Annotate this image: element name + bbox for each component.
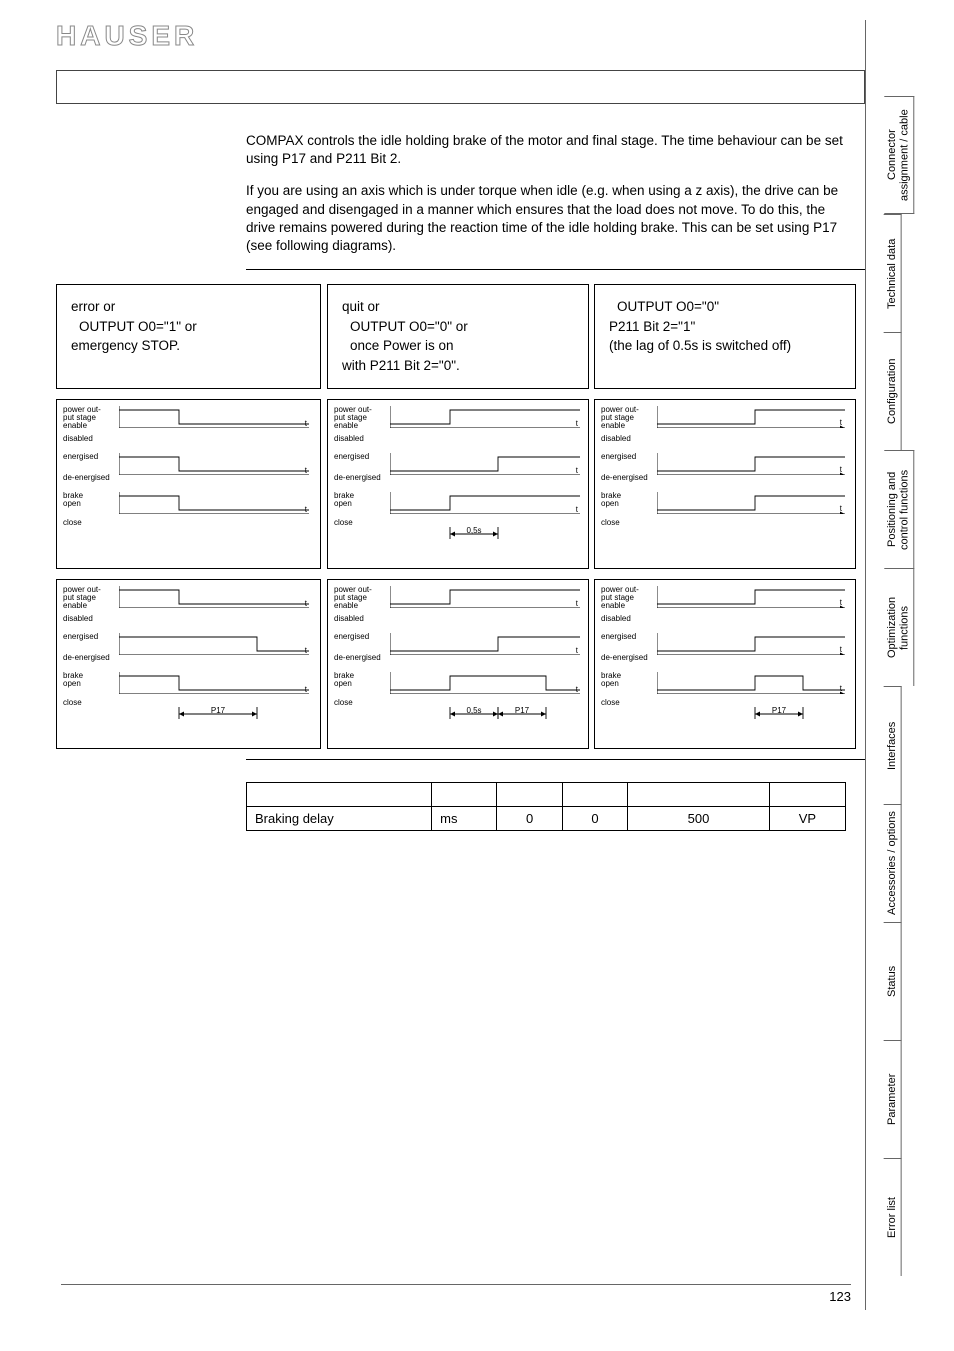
- svg-text:t: t: [840, 504, 843, 513]
- td-v4: VP: [769, 806, 845, 830]
- tab-positioning[interactable]: Positioning and control functions: [884, 450, 914, 568]
- th-3: [562, 782, 627, 806]
- condition-box-a: error or OUTPUT O0="1" or emergency STOP…: [56, 284, 321, 388]
- parameter-table: Braking delay ms 0 0 500 VP: [246, 782, 846, 831]
- svg-text:P17: P17: [772, 707, 787, 715]
- svg-text:0,5s: 0,5s: [466, 707, 481, 715]
- svg-text:t: t: [840, 418, 843, 427]
- cond-c-l1: OUTPUT O0="0": [609, 297, 845, 317]
- tab-parameter[interactable]: Parameter: [884, 1040, 902, 1158]
- paragraph-1: COMPAX controls the idle holding brake o…: [246, 132, 865, 168]
- svg-text:t: t: [305, 646, 308, 655]
- page-number: 123: [61, 1284, 851, 1304]
- svg-text:t: t: [576, 646, 579, 655]
- diagram-2a: power out- put stage enable disabled t e…: [56, 579, 321, 749]
- tab-optimization[interactable]: Optimization functions: [884, 568, 914, 686]
- td-name: Braking delay: [247, 806, 432, 830]
- th-4: [628, 782, 770, 806]
- table-row: Braking delay ms 0 0 500 VP: [247, 806, 846, 830]
- svg-text:t: t: [840, 598, 843, 607]
- divider: [246, 269, 865, 270]
- page-content: HAUSER COMPAX controls the idle holding …: [56, 20, 866, 1310]
- cond-b-l3: once Power is on: [342, 336, 578, 356]
- diagram-2c: power out- put stage enable disabled t e…: [594, 579, 856, 749]
- tab-status[interactable]: Status: [884, 922, 902, 1040]
- tab-technical[interactable]: Technical data: [884, 214, 902, 332]
- svg-text:P17: P17: [211, 707, 226, 715]
- paragraph-2: If you are using an axis which is under …: [246, 182, 865, 255]
- svg-text:t: t: [576, 419, 579, 428]
- condition-box-c: OUTPUT O0="0" P211 Bit 2="1" (the lag of…: [594, 284, 856, 388]
- th-1: [432, 782, 497, 806]
- diagram-2b: power out- put stage enable disabled t e…: [327, 579, 589, 749]
- table-header-row: [247, 782, 846, 806]
- diagram-row-1: power out- put stage enable disabled t e…: [56, 399, 865, 569]
- svg-text:t: t: [576, 505, 579, 514]
- svg-text:t: t: [576, 466, 579, 475]
- title-band: [56, 70, 865, 104]
- th-5: [769, 782, 845, 806]
- tab-connector[interactable]: Connector assignment / cable: [884, 96, 914, 214]
- svg-text:P17: P17: [515, 707, 530, 715]
- cond-a-l3: emergency STOP.: [71, 336, 310, 356]
- svg-text:t: t: [305, 419, 308, 428]
- tab-accessories[interactable]: Accessories / options: [884, 804, 902, 922]
- td-unit: ms: [432, 806, 497, 830]
- diagram-1a: power out- put stage enable disabled t e…: [56, 399, 321, 569]
- cond-b-l2: OUTPUT O0="0" or: [342, 317, 578, 337]
- th-0: [247, 782, 432, 806]
- td-v2: 0: [562, 806, 627, 830]
- svg-text:t: t: [305, 685, 308, 694]
- svg-text:t: t: [840, 645, 843, 654]
- cond-b-l1: quit or: [342, 297, 578, 317]
- th-2: [497, 782, 562, 806]
- td-v1: 0: [497, 806, 562, 830]
- brand-logo: HAUSER: [56, 20, 865, 52]
- cond-b-l4: with P211 Bit 2="0".: [342, 356, 578, 376]
- diagram-row-2: power out- put stage enable disabled t e…: [56, 579, 865, 749]
- svg-text:t: t: [305, 466, 308, 475]
- cond-c-l3: (the lag of 0.5s is switched off): [609, 336, 845, 356]
- diagram-1c: power out- put stage enable disabled t e…: [594, 399, 856, 569]
- tab-configuration[interactable]: Configuration: [884, 332, 902, 450]
- condition-box-b: quit or OUTPUT O0="0" or once Power is o…: [327, 284, 589, 388]
- svg-text:t: t: [576, 685, 579, 694]
- condition-row: error or OUTPUT O0="1" or emergency STOP…: [56, 284, 865, 388]
- cond-a-l2: OUTPUT O0="1" or: [71, 317, 310, 337]
- side-tabs: Connector assignment / cable Technical d…: [884, 96, 954, 1276]
- svg-text:t: t: [576, 599, 579, 608]
- svg-text:t: t: [840, 465, 843, 474]
- divider-2: [246, 759, 865, 760]
- tab-errorlist[interactable]: Error list: [884, 1158, 902, 1276]
- cond-c-l2: P211 Bit 2="1": [609, 317, 845, 337]
- diagram-1b: power out- put stage enable disabled t e…: [327, 399, 589, 569]
- td-v3: 500: [628, 806, 770, 830]
- tab-interfaces[interactable]: Interfaces: [884, 686, 902, 804]
- svg-text:0,5s: 0,5s: [466, 527, 481, 535]
- svg-text:t: t: [305, 599, 308, 608]
- parameter-table-wrap: Braking delay ms 0 0 500 VP: [246, 782, 865, 831]
- svg-text:t: t: [305, 505, 308, 514]
- cond-a-l1: error or: [71, 297, 310, 317]
- svg-text:t: t: [840, 684, 843, 693]
